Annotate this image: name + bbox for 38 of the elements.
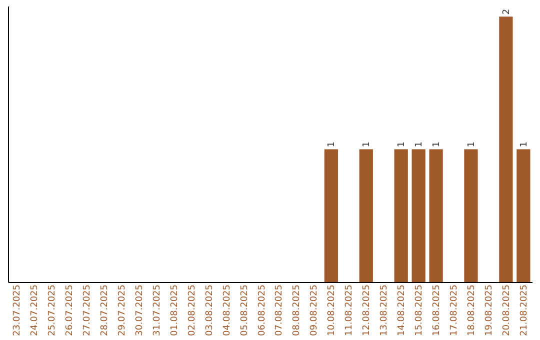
x-tick-label: 05.08.2025	[240, 284, 250, 336]
data-label: 1	[327, 142, 338, 148]
x-tick-label: 06.08.2025	[257, 284, 268, 336]
data-label: 1	[519, 142, 530, 148]
x-tick-label: 17.08.2025	[450, 284, 460, 336]
x-tick-label: 04.08.2025	[222, 284, 232, 336]
x-tick-label: 13.08.2025	[380, 284, 390, 336]
x-tick-label: 28.07.2025	[100, 284, 110, 336]
x-tick-label: 15.08.2025	[414, 284, 425, 336]
data-label: 1	[362, 142, 372, 148]
x-tick-label: 27.07.2025	[82, 284, 92, 336]
data-label: 1	[414, 142, 425, 148]
data-label: 1	[467, 142, 477, 148]
x-tick-label: 12.08.2025	[362, 284, 372, 336]
x-tick-label: 19.08.2025	[484, 284, 494, 336]
x-tick-label: 16.08.2025	[432, 284, 442, 336]
x-tick-label: 20.08.2025	[502, 284, 512, 336]
x-tick-label: 02.08.2025	[187, 284, 198, 336]
x-tick-label: 09.08.2025	[310, 284, 320, 336]
x-tick-label: 03.08.2025	[204, 284, 215, 336]
x-tick-label: 11.08.2025	[344, 284, 355, 336]
x-tick-label: 01.08.2025	[170, 284, 180, 336]
x-tick-label: 25.07.2025	[48, 284, 58, 336]
x-tick-label: 31.07.2025	[152, 284, 162, 336]
data-label: 2	[502, 8, 512, 15]
x-tick-label: 10.08.2025	[327, 284, 338, 336]
x-tick-label: 18.08.2025	[467, 284, 477, 336]
data-label: 1	[432, 142, 442, 148]
x-tick-label: 24.07.2025	[30, 284, 40, 336]
x-tick-label: 30.07.2025	[134, 284, 145, 336]
x-tick-label: 07.08.2025	[274, 284, 285, 336]
x-tick-label: 21.08.2025	[519, 284, 530, 336]
data-label: 1	[397, 142, 408, 148]
x-tick-label: 29.07.2025	[117, 284, 128, 336]
x-tick-label: 08.08.2025	[292, 284, 302, 336]
x-tick-label: 23.07.2025	[12, 284, 23, 336]
x-tick-label: 14.08.2025	[397, 284, 408, 336]
x-tick-label: 26.07.2025	[65, 284, 75, 336]
